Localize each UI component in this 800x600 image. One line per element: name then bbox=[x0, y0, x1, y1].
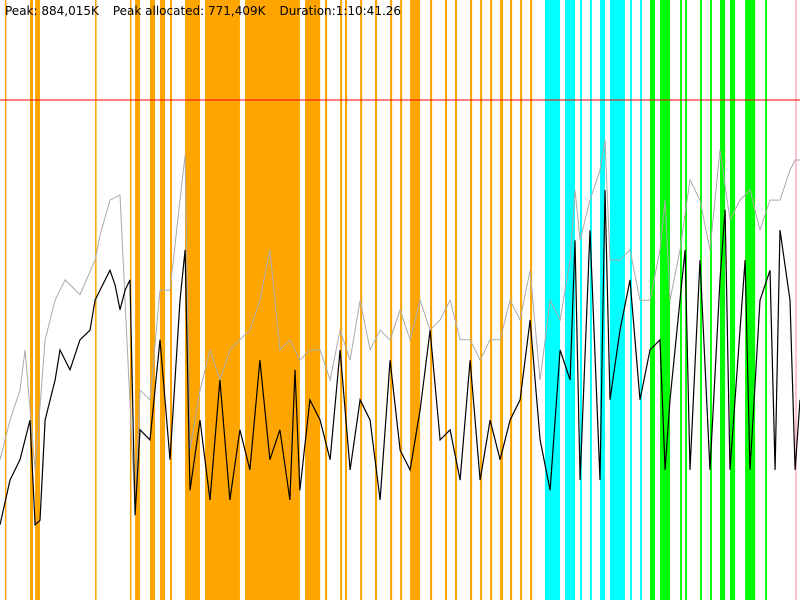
cyan-gc-band bbox=[610, 0, 625, 600]
orange-gc-band bbox=[520, 0, 523, 600]
pink-gc-band bbox=[795, 0, 797, 600]
green-gc-band bbox=[720, 0, 726, 600]
allocated-memory-line bbox=[0, 140, 800, 511]
green-gc-band bbox=[765, 0, 767, 600]
green-gc-band bbox=[700, 0, 702, 600]
orange-gc-band bbox=[169, 0, 173, 600]
orange-gc-band bbox=[390, 0, 393, 600]
orange-gc-band bbox=[430, 0, 433, 600]
orange-gc-band bbox=[305, 0, 321, 600]
orange-gc-band bbox=[325, 0, 328, 600]
orange-gc-band bbox=[205, 0, 240, 600]
orange-gc-band bbox=[159, 0, 166, 600]
stats-header: Peak: 884,015K Peak allocated: 771,409K Du… bbox=[5, 4, 415, 18]
green-gc-band bbox=[680, 0, 682, 600]
used-memory-line bbox=[0, 189, 800, 527]
orange-gc-band bbox=[470, 0, 473, 600]
cyan-gc-band bbox=[564, 0, 575, 600]
orange-gc-band bbox=[375, 0, 378, 600]
orange-gc-band bbox=[454, 0, 458, 600]
orange-gc-band bbox=[444, 0, 448, 600]
cyan-gc-band bbox=[544, 0, 561, 600]
orange-gc-band bbox=[510, 0, 513, 600]
orange-gc-band bbox=[410, 0, 421, 600]
orange-gc-band bbox=[245, 0, 300, 600]
cyan-gc-band bbox=[580, 0, 582, 600]
cyan-gc-band bbox=[630, 0, 632, 600]
orange-gc-band bbox=[35, 0, 40, 600]
cyan-gc-band bbox=[600, 0, 605, 600]
orange-gc-band bbox=[480, 0, 483, 600]
peak-label: Peak: 884,015K bbox=[5, 4, 99, 18]
green-gc-band bbox=[745, 0, 756, 600]
orange-gc-band bbox=[29, 0, 34, 600]
orange-gc-band bbox=[490, 0, 493, 600]
orange-gc-band bbox=[340, 0, 343, 600]
peak-allocated-label: Peak allocated: 771,409K bbox=[112, 4, 266, 18]
gc-bands bbox=[4, 0, 797, 600]
cyan-gc-band bbox=[590, 0, 592, 600]
green-gc-band bbox=[710, 0, 712, 600]
memory-series bbox=[0, 140, 800, 527]
green-gc-band bbox=[650, 0, 655, 600]
green-gc-band bbox=[660, 0, 671, 600]
green-gc-band bbox=[730, 0, 736, 600]
orange-gc-band bbox=[345, 0, 348, 600]
orange-gc-band bbox=[135, 0, 140, 600]
orange-gc-band bbox=[4, 0, 7, 600]
duration-label: Duration:1:10:41.26 bbox=[279, 4, 402, 18]
orange-gc-band bbox=[500, 0, 504, 600]
orange-gc-band bbox=[400, 0, 403, 600]
orange-gc-band bbox=[360, 0, 363, 600]
orange-gc-band bbox=[149, 0, 156, 600]
orange-gc-band bbox=[530, 0, 533, 600]
